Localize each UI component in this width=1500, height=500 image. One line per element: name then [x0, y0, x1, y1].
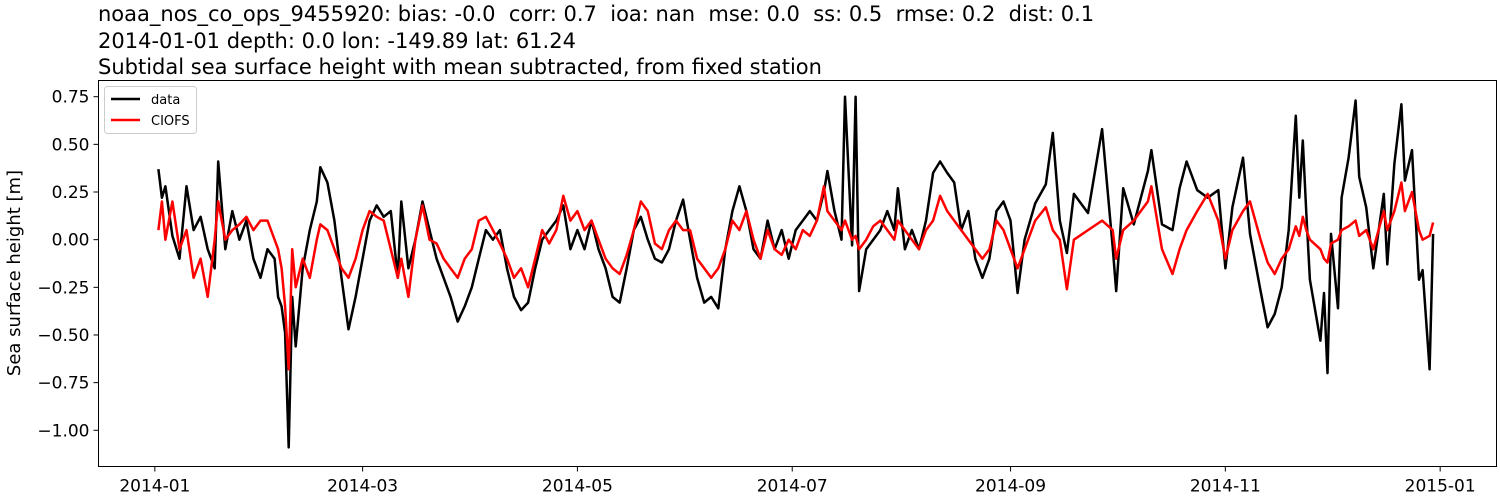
- y-tick-label: 0.75: [52, 88, 90, 108]
- chart-title-line-3: Subtidal sea surface height with mean su…: [98, 55, 822, 79]
- legend: data CIOFS: [104, 86, 197, 134]
- series-line-data: [157, 95, 1435, 449]
- y-tick-label: 0.50: [52, 135, 90, 155]
- y-tick-label: 0.00: [52, 231, 90, 251]
- y-tick-label: 0.25: [52, 183, 90, 203]
- x-tick-label: 2014-09: [975, 477, 1046, 497]
- x-tick-label: 2015-01: [1405, 477, 1476, 497]
- y-tick-label: −0.25: [37, 278, 89, 298]
- chart-title-line-2: 2014-01-01 depth: 0.0 lon: -149.89 lat: …: [98, 29, 576, 53]
- series-line-ciofs: [157, 181, 1435, 371]
- y-axis-label: Sea surface height [m]: [4, 170, 25, 376]
- x-axis: 2014-01 2014-03 2014-05 2014-07 2014-09 2014-…: [119, 466, 1476, 497]
- y-tick-label: −1.00: [37, 421, 89, 441]
- x-tick-label: 2014-03: [327, 477, 398, 497]
- chart-title-line-1: noaa_nos_co_ops_9455920: bias: -0.0 corr…: [98, 2, 1095, 26]
- y-tick-label: −0.50: [37, 326, 89, 346]
- y-axis: 0.75 0.50 0.25 0.00 −0.25 −0.50 −0.75 −1.00: [37, 88, 99, 441]
- legend-label-data: data: [151, 93, 180, 108]
- y-tick-label: −0.75: [37, 374, 89, 394]
- x-tick-label: 2014-01: [119, 477, 190, 497]
- x-tick-label: 2014-05: [542, 477, 613, 497]
- plot-frame: [98, 80, 1497, 467]
- legend-label-ciofs: CIOFS: [151, 114, 190, 129]
- series-lines: [157, 95, 1435, 449]
- x-tick-label: 2014-07: [757, 477, 828, 497]
- x-tick-label: 2014-11: [1190, 477, 1261, 497]
